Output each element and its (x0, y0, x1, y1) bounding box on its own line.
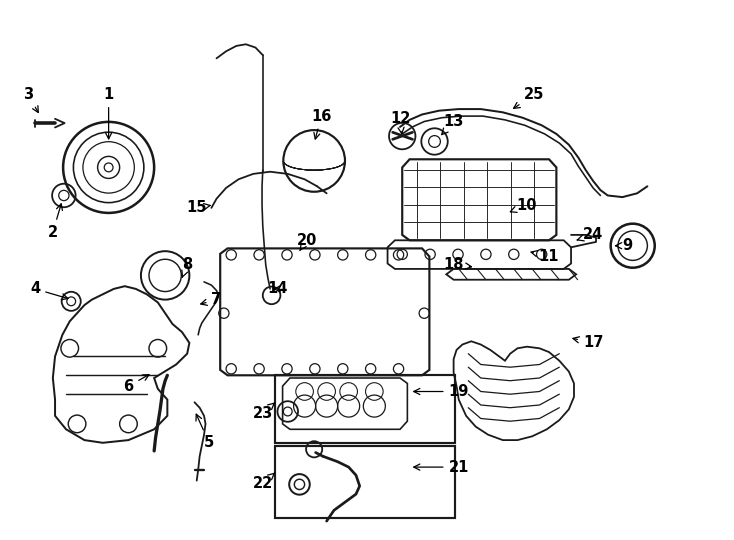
Bar (275, 375, 455, 443)
Bar (275, 446, 455, 518)
Text: 14: 14 (267, 281, 288, 296)
Text: 7: 7 (200, 292, 222, 307)
Text: 6: 6 (123, 375, 149, 394)
Text: 8: 8 (182, 257, 192, 278)
Text: 25: 25 (514, 87, 545, 109)
Text: 15: 15 (186, 200, 210, 215)
Text: 10: 10 (510, 198, 537, 213)
Text: 3: 3 (23, 87, 38, 112)
Text: 22: 22 (252, 473, 275, 491)
Text: 13: 13 (442, 114, 464, 134)
Text: 9: 9 (616, 238, 633, 253)
Text: 5: 5 (196, 414, 214, 450)
Text: 11: 11 (531, 249, 559, 264)
Text: 23: 23 (252, 403, 275, 421)
Text: 20: 20 (297, 233, 317, 251)
Text: 4: 4 (30, 281, 68, 300)
Text: 18: 18 (443, 257, 471, 272)
Text: 17: 17 (573, 335, 603, 350)
Text: 19: 19 (414, 384, 469, 399)
Text: 21: 21 (414, 460, 469, 475)
Text: 16: 16 (311, 109, 332, 139)
Text: 24: 24 (577, 227, 603, 242)
Text: 2: 2 (48, 204, 62, 240)
Text: 12: 12 (390, 111, 410, 133)
Text: 1: 1 (103, 87, 114, 139)
